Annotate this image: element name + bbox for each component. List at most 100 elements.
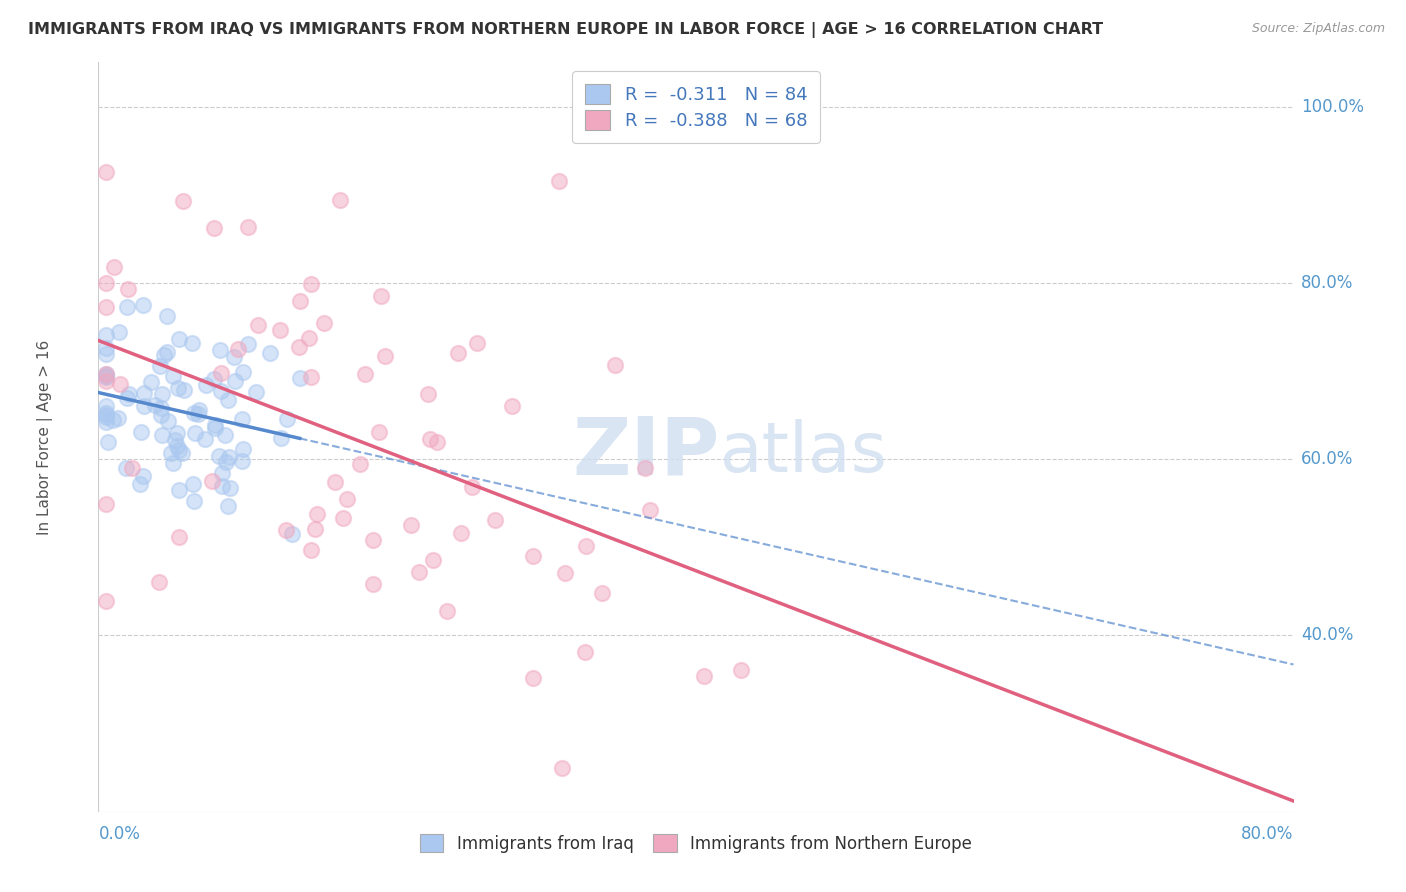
Point bbox=[167, 332, 190, 346]
Point bbox=[693, 669, 716, 683]
Point bbox=[419, 432, 441, 446]
Point bbox=[132, 297, 155, 311]
Point bbox=[150, 428, 173, 442]
Point bbox=[436, 604, 458, 618]
Point bbox=[245, 385, 267, 400]
Point bbox=[215, 455, 238, 469]
Point bbox=[232, 442, 254, 456]
Point bbox=[94, 276, 117, 290]
Point bbox=[484, 513, 506, 527]
Point bbox=[180, 336, 202, 351]
Point bbox=[194, 432, 217, 446]
Point bbox=[107, 326, 129, 340]
Point bbox=[167, 483, 190, 498]
Point bbox=[181, 477, 204, 491]
Point bbox=[218, 481, 240, 495]
Point bbox=[195, 377, 218, 392]
Point bbox=[548, 174, 571, 188]
Text: 80.0%: 80.0% bbox=[1241, 825, 1294, 843]
Point bbox=[325, 475, 347, 489]
Point bbox=[465, 335, 488, 350]
Text: 40.0%: 40.0% bbox=[1301, 626, 1354, 644]
Point bbox=[270, 431, 292, 445]
Point bbox=[132, 468, 155, 483]
Point bbox=[299, 277, 322, 291]
Point bbox=[305, 508, 328, 522]
Point bbox=[202, 220, 225, 235]
Point bbox=[172, 194, 194, 209]
Point bbox=[187, 403, 209, 417]
Point bbox=[461, 481, 484, 495]
Point bbox=[94, 368, 117, 382]
Point bbox=[231, 412, 253, 426]
Point bbox=[118, 387, 141, 401]
Point bbox=[170, 446, 193, 460]
Point bbox=[522, 671, 544, 685]
Point bbox=[554, 566, 576, 580]
Point bbox=[94, 406, 117, 420]
Point bbox=[148, 575, 170, 590]
Point bbox=[368, 425, 391, 439]
Point bbox=[209, 384, 232, 399]
Text: ZIP: ZIP bbox=[572, 413, 720, 491]
Point bbox=[202, 372, 225, 386]
Point bbox=[159, 446, 181, 460]
Point bbox=[167, 381, 190, 395]
Point bbox=[94, 594, 117, 608]
Point bbox=[94, 327, 117, 342]
Point bbox=[155, 345, 177, 359]
Point bbox=[97, 434, 120, 449]
Legend: Immigrants from Iraq, Immigrants from Northern Europe: Immigrants from Iraq, Immigrants from No… bbox=[413, 828, 979, 860]
Point bbox=[115, 300, 138, 314]
Point bbox=[211, 479, 233, 493]
Point bbox=[217, 392, 239, 407]
Point bbox=[274, 523, 297, 537]
Point bbox=[314, 316, 336, 330]
Point bbox=[501, 399, 523, 413]
Point bbox=[522, 549, 544, 563]
Point bbox=[149, 359, 172, 373]
Text: In Labor Force | Age > 16: In Labor Force | Age > 16 bbox=[37, 340, 52, 534]
Point bbox=[276, 411, 298, 425]
Point bbox=[399, 518, 422, 533]
Point bbox=[575, 539, 598, 553]
Point bbox=[373, 349, 395, 363]
Point bbox=[204, 421, 226, 435]
Point bbox=[269, 323, 291, 337]
Point bbox=[603, 358, 626, 372]
Point bbox=[236, 337, 259, 351]
Point bbox=[132, 386, 155, 401]
Point bbox=[288, 293, 311, 308]
Point bbox=[201, 474, 224, 488]
Point bbox=[132, 399, 155, 413]
Point bbox=[329, 194, 352, 208]
Point bbox=[166, 439, 188, 453]
Point bbox=[209, 366, 232, 380]
Point bbox=[141, 375, 163, 389]
Point bbox=[422, 553, 444, 567]
Point bbox=[150, 386, 173, 401]
Point bbox=[149, 401, 172, 416]
Point bbox=[209, 343, 232, 358]
Point bbox=[211, 466, 233, 480]
Point bbox=[94, 374, 117, 388]
Point bbox=[204, 418, 226, 433]
Point bbox=[110, 377, 132, 392]
Point bbox=[156, 310, 179, 324]
Point bbox=[121, 461, 143, 475]
Point bbox=[298, 331, 321, 345]
Point bbox=[143, 398, 166, 412]
Text: atlas: atlas bbox=[720, 418, 887, 485]
Point bbox=[224, 374, 246, 388]
Text: 100.0%: 100.0% bbox=[1301, 97, 1364, 116]
Point bbox=[226, 342, 249, 356]
Point bbox=[299, 543, 322, 558]
Point bbox=[117, 282, 139, 296]
Point bbox=[94, 410, 117, 425]
Point bbox=[217, 499, 239, 513]
Point bbox=[591, 586, 613, 600]
Point bbox=[208, 449, 231, 463]
Point bbox=[447, 345, 470, 359]
Point bbox=[299, 370, 322, 384]
Point bbox=[363, 533, 385, 547]
